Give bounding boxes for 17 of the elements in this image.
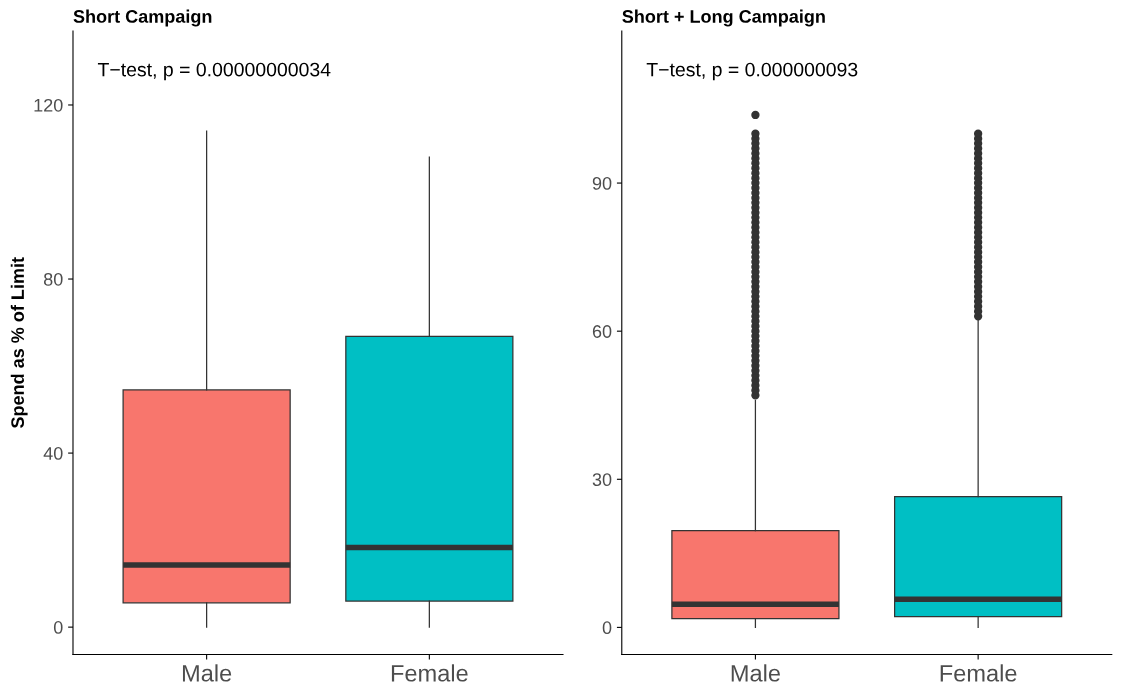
y-axis-title: Spend as % of Limit <box>10 257 28 429</box>
y-tick-label: 120 <box>34 98 63 112</box>
annotation: T−test, p = 0.00000000034 <box>97 62 331 81</box>
y-tick-label: 90 <box>592 177 612 190</box>
y-tick-label: 0 <box>602 621 612 635</box>
annotation: T−test, p = 0.000000093 <box>646 62 858 81</box>
x-tick-label: Male <box>182 664 232 682</box>
chart-title: Short + Long Campaign <box>622 9 825 27</box>
x-tick-label: Female <box>391 664 468 682</box>
y-tick-label: 80 <box>43 272 63 286</box>
y-tick-label: 60 <box>592 325 612 338</box>
y-tick-label: 0 <box>53 621 63 634</box>
chart-title: Short Campaign <box>73 9 212 27</box>
y-tick-label: 40 <box>43 447 63 460</box>
y-tick-label: 30 <box>592 473 612 487</box>
x-tick-label: Male <box>731 664 780 682</box>
x-tick-label: Female <box>940 664 1017 682</box>
